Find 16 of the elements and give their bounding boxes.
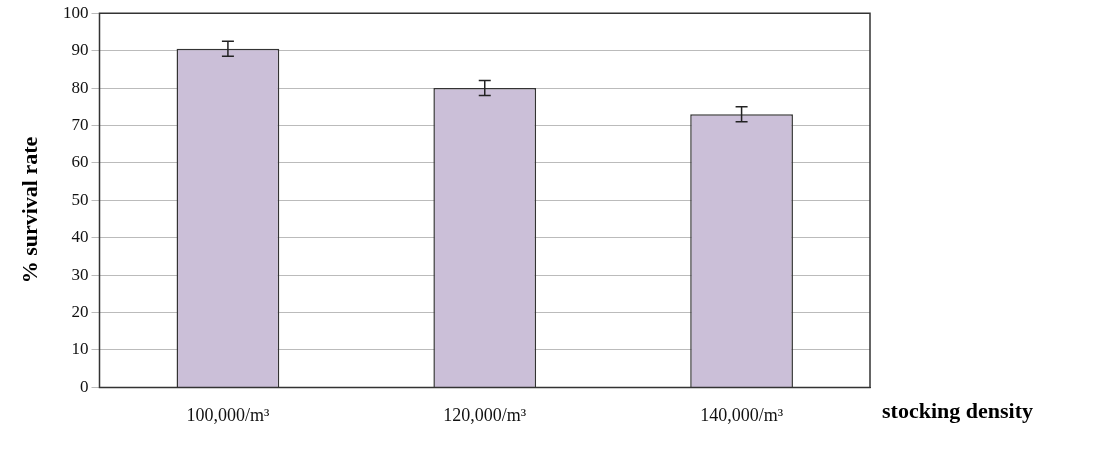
y-tick-label: 50	[71, 189, 89, 209]
y-tick-label: 100	[63, 2, 89, 22]
y-tick-label: 70	[71, 114, 89, 134]
y-tick-label: 90	[71, 40, 89, 60]
y-tick-label: 40	[71, 227, 89, 247]
y-tick-label: 60	[71, 152, 89, 172]
y-tick-label: 20	[71, 302, 89, 322]
x-axis-title: stocking density	[882, 398, 1033, 424]
y-tick-label: 0	[80, 376, 89, 396]
y-axis-title: % survival rate	[17, 136, 43, 284]
y-tick-label: 10	[71, 339, 89, 359]
y-tick-label: 80	[71, 77, 89, 97]
x-tick-label: 140,000/m³	[700, 404, 784, 425]
x-tick-label: 120,000/m³	[443, 404, 527, 425]
y-tick-label: 30	[71, 264, 89, 284]
x-tick-label: 100,000/m³	[186, 404, 270, 425]
